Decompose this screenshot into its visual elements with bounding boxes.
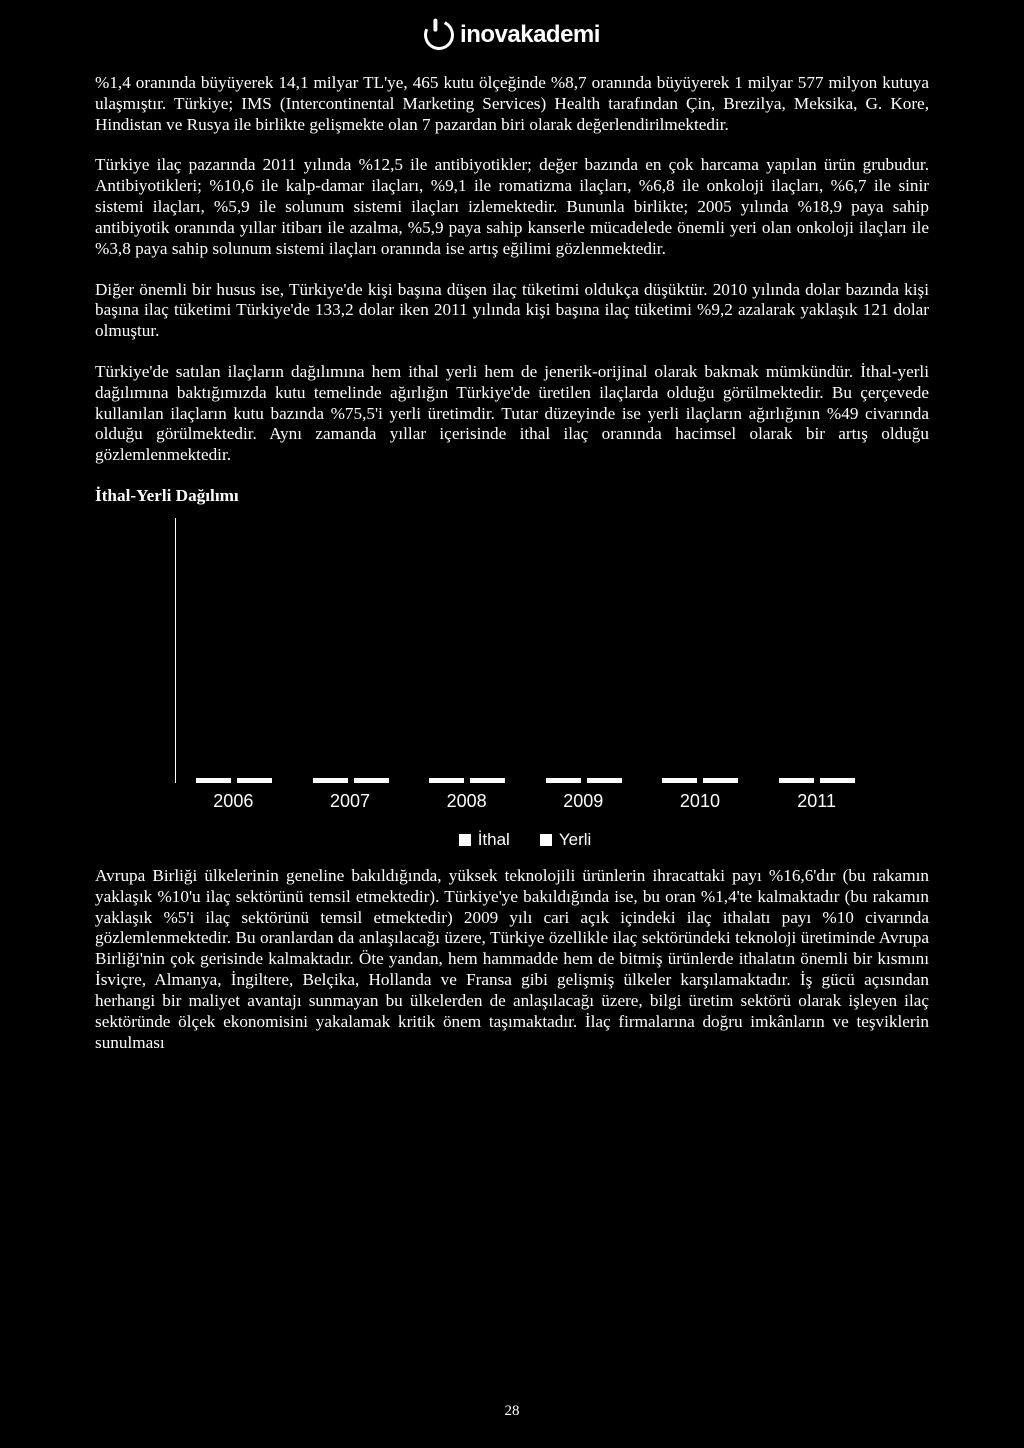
x-axis-label: 2007 (312, 791, 388, 812)
bar (313, 778, 348, 783)
paragraph-4: Türkiye'de satılan ilaçların dağılımına … (95, 362, 929, 466)
legend-label: Yerli (559, 830, 591, 850)
bar (587, 778, 622, 783)
bar-group (546, 778, 622, 783)
x-axis-label: 2010 (662, 791, 738, 812)
paragraph-5: Avrupa Birliği ülkelerinin geneline bakı… (95, 866, 929, 1053)
brand-logo: inovakademi (95, 20, 929, 55)
bar (546, 778, 581, 783)
bar (354, 778, 389, 783)
bar-group (779, 778, 855, 783)
bar-group (429, 778, 505, 783)
legend-label: İthal (478, 830, 510, 850)
power-icon (420, 16, 458, 54)
bar (237, 778, 272, 783)
chart-plot (175, 518, 875, 783)
x-axis-label: 2009 (545, 791, 621, 812)
chart-title: İthal-Yerli Dağılımı (95, 486, 929, 506)
legend-swatch-icon (540, 834, 552, 846)
chart-container: 2006 2007 2008 2009 2010 2011 İthal Yerli (175, 518, 875, 850)
chart-legend: İthal Yerli (175, 830, 875, 850)
bar-group (313, 778, 389, 783)
brand-name: inovakademi (460, 21, 600, 49)
legend-item-ithal: İthal (459, 830, 510, 850)
legend-item-yerli: Yerli (540, 830, 591, 850)
bar-group (196, 778, 272, 783)
bar (703, 778, 738, 783)
paragraph-2: Türkiye ilaç pazarında 2011 yılında %12,… (95, 155, 929, 259)
chart-x-axis: 2006 2007 2008 2009 2010 2011 (175, 791, 875, 812)
paragraph-3: Diğer önemli bir husus ise, Türkiye'de k… (95, 280, 929, 342)
x-axis-label: 2011 (779, 791, 855, 812)
bar (429, 778, 464, 783)
bar (779, 778, 814, 783)
bar (820, 778, 855, 783)
legend-swatch-icon (459, 834, 471, 846)
page-number: 28 (0, 1403, 1024, 1420)
bar (662, 778, 697, 783)
x-axis-label: 2006 (195, 791, 271, 812)
bar (470, 778, 505, 783)
paragraph-1: %1,4 oranında büyüyerek 14,1 milyar TL'y… (95, 73, 929, 135)
x-axis-label: 2008 (429, 791, 505, 812)
bar (196, 778, 231, 783)
bar-group (662, 778, 738, 783)
